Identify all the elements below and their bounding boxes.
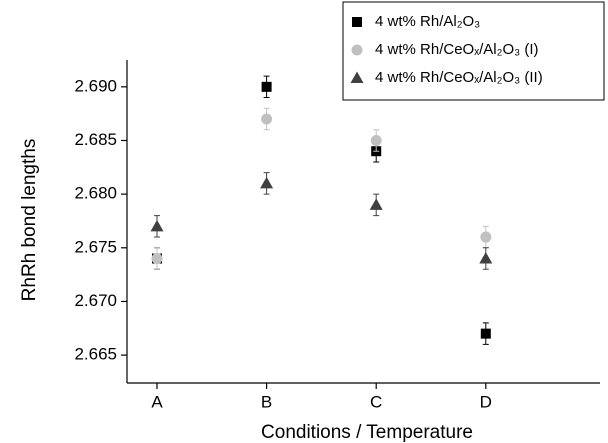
data-point: [370, 134, 382, 146]
x-axis-title: Conditions / Temperature: [261, 422, 473, 443]
y-tick-label: 2.675: [74, 237, 117, 256]
data-point: [480, 328, 491, 339]
x-tick-label: C: [370, 392, 382, 411]
legend-marker: [350, 71, 364, 83]
data-point: [480, 231, 492, 243]
x-tick-label: B: [261, 392, 272, 411]
legend-label: 4 wt% Rh/CeOₓ/Al₂O₃ (I): [375, 41, 539, 58]
y-tick-label: 2.680: [74, 184, 117, 203]
y-tick-label: 2.665: [74, 345, 117, 364]
legend-box: [342, 1, 605, 101]
data-point: [261, 113, 273, 125]
y-tick-label: 2.670: [74, 291, 117, 310]
y-tick-label: 2.690: [74, 76, 117, 95]
y-tick-label: 2.685: [74, 130, 117, 149]
legend-label: 4 wt% Rh/Al₂O₃: [375, 13, 480, 30]
data-point: [260, 176, 274, 189]
data-point: [479, 252, 493, 264]
legend-marker: [352, 17, 362, 27]
data-point: [369, 198, 383, 210]
data-point: [151, 253, 163, 265]
legend-label: 4 wt% Rh/CeOₓ/Al₂O₃ (II): [375, 69, 543, 86]
x-tick-label: D: [480, 392, 492, 411]
x-tick-label: A: [151, 392, 163, 411]
data-point: [150, 219, 164, 232]
data-point: [261, 81, 272, 92]
legend-marker: [351, 44, 363, 56]
y-axis-title: RhRh bond lengths: [19, 139, 40, 302]
